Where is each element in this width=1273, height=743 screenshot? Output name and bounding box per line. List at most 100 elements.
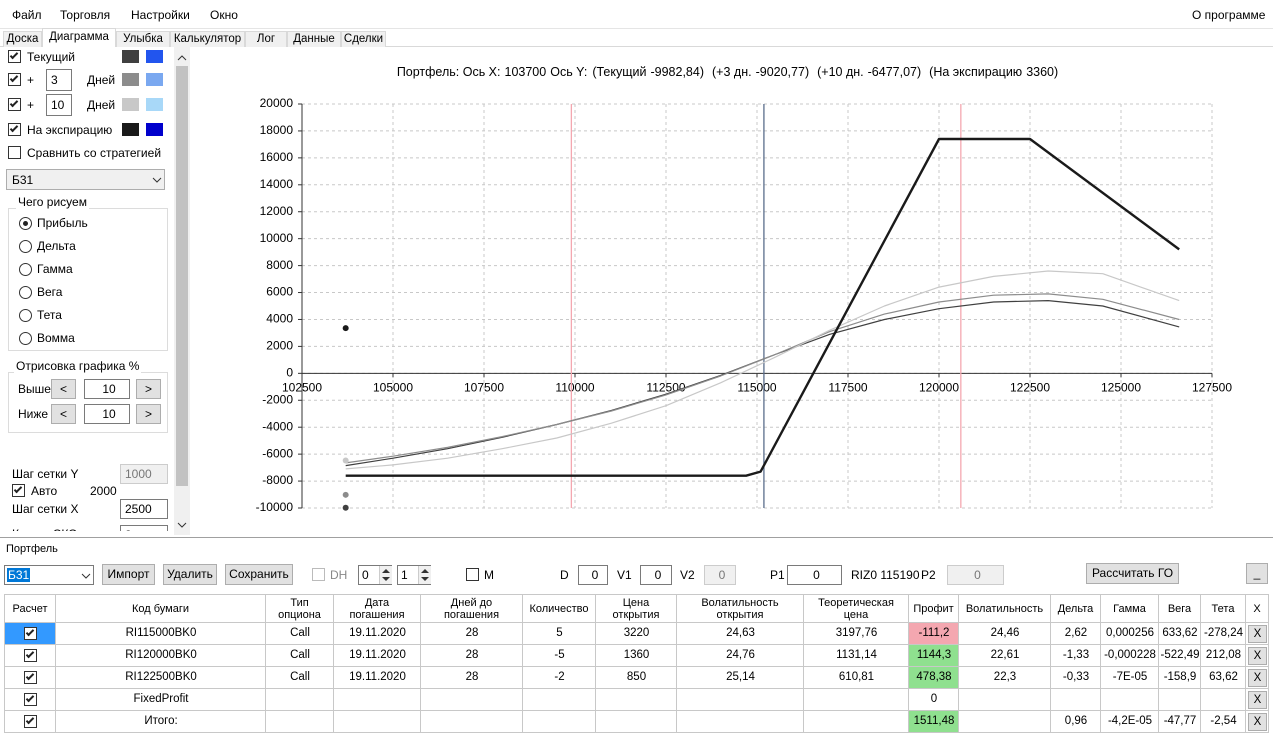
button[interactable]: >: [136, 379, 161, 399]
table-cell: -158,9: [1158, 666, 1201, 689]
table-cell: -0,000228: [1100, 644, 1159, 667]
header-cell: Тип опциона: [265, 594, 334, 623]
y-tick-label: -2000: [262, 392, 293, 406]
checkbox[interactable]: [23, 627, 37, 640]
text-input[interactable]: 0: [640, 565, 672, 585]
table-cell: [676, 710, 804, 733]
header-cell: Количество: [522, 594, 596, 623]
field-label: P2: [921, 568, 936, 582]
table-cell: Call: [265, 644, 334, 667]
spin-box[interactable]: 1: [397, 565, 431, 585]
text-input[interactable]: 0: [578, 565, 608, 585]
checkbox[interactable]: [466, 568, 479, 581]
menu-item[interactable]: Торговля: [60, 8, 111, 22]
button[interactable]: <: [51, 404, 76, 424]
table-cell: Итого:: [55, 710, 266, 733]
table-cell: [265, 688, 334, 711]
text-input[interactable]: 10: [84, 379, 130, 399]
dropdown-arrow: [177, 55, 187, 61]
checkbox[interactable]: [12, 484, 25, 497]
remove-button[interactable]: X: [1248, 713, 1267, 731]
remove-button[interactable]: X: [1248, 625, 1267, 643]
radio[interactable]: [19, 332, 32, 345]
table-cell: -7E-05: [1100, 666, 1159, 689]
color-swatch[interactable]: [146, 123, 163, 136]
header-cell: Дельта: [1050, 594, 1101, 623]
text-input[interactable]: 2500: [120, 499, 168, 519]
y-tick-label: 20000: [260, 96, 294, 110]
table-cell: [1158, 688, 1201, 711]
color-swatch[interactable]: [122, 98, 139, 111]
tab[interactable]: Сделки: [341, 31, 386, 47]
color-swatch[interactable]: [122, 123, 139, 136]
tab[interactable]: Калькулятор: [170, 31, 245, 47]
table-cell: -2,54: [1200, 710, 1246, 733]
checkbox[interactable]: [8, 123, 21, 136]
checkbox[interactable]: [8, 146, 21, 159]
title-part: ): [804, 65, 810, 79]
checkbox[interactable]: [23, 715, 37, 728]
check-mark: [25, 627, 34, 637]
text-input[interactable]: 3: [120, 525, 168, 531]
cell-text: -278,24: [1203, 627, 1243, 639]
text-input[interactable]: 0: [947, 565, 1004, 585]
tab[interactable]: Улыбка: [116, 31, 170, 47]
menu-item[interactable]: Окно: [210, 8, 238, 22]
tab[interactable]: Доска: [3, 31, 42, 47]
cell-text: 633,62: [1162, 627, 1198, 639]
color-swatch[interactable]: [122, 73, 139, 86]
remove-button[interactable]: X: [1248, 669, 1267, 687]
scroll-arrow[interactable]: [177, 522, 187, 528]
checkbox[interactable]: [312, 568, 325, 581]
text-input[interactable]: 0: [787, 565, 842, 585]
cursor-point: [342, 504, 349, 511]
radio[interactable]: [19, 263, 32, 276]
tab[interactable]: Лог: [245, 31, 287, 47]
text-input[interactable]: 10: [84, 404, 130, 424]
menu-item[interactable]: О программе: [1192, 8, 1266, 22]
text-input[interactable]: 0: [704, 565, 736, 585]
scroll-thumb[interactable]: [176, 66, 188, 486]
table-cell: -47,77: [1158, 710, 1201, 733]
group-title: Отрисовка графика %: [14, 359, 142, 373]
checkbox[interactable]: [8, 98, 21, 111]
table-cell: Call: [265, 622, 334, 645]
header-text: Тип: [290, 596, 309, 609]
spin-box[interactable]: 0: [358, 565, 392, 585]
radio[interactable]: [19, 240, 32, 253]
checkbox[interactable]: [23, 649, 37, 662]
button[interactable]: Удалить: [163, 564, 217, 585]
remove-button[interactable]: X: [1248, 647, 1267, 665]
tab[interactable]: Диаграмма: [42, 28, 116, 47]
remove-button[interactable]: X: [1248, 691, 1267, 709]
tab[interactable]: Данные: [287, 31, 341, 47]
text-input[interactable]: 3: [46, 69, 72, 91]
menu-item[interactable]: Настройки: [131, 8, 190, 22]
menu-item[interactable]: Файл: [12, 8, 42, 22]
button[interactable]: <: [51, 379, 76, 399]
table-cell: [4, 622, 56, 645]
radio[interactable]: [19, 309, 32, 322]
text-input[interactable]: 1000: [120, 464, 168, 484]
checkbox[interactable]: [23, 671, 37, 684]
button[interactable]: _: [1246, 563, 1268, 584]
radio[interactable]: [19, 217, 32, 230]
checkbox[interactable]: [8, 50, 21, 63]
button[interactable]: Импорт: [102, 564, 155, 585]
color-swatch[interactable]: [146, 73, 163, 86]
radio[interactable]: [19, 286, 32, 299]
color-swatch[interactable]: [146, 50, 163, 63]
title-part: Портфель: Ось X:: [396, 65, 501, 79]
color-swatch[interactable]: [122, 50, 139, 63]
button[interactable]: >: [136, 404, 161, 424]
text-input[interactable]: 10: [46, 94, 72, 116]
checkbox[interactable]: [8, 73, 21, 86]
button[interactable]: Сохранить: [225, 564, 293, 585]
checkbox[interactable]: [23, 693, 37, 706]
table-cell: X: [1245, 644, 1269, 667]
dropdown[interactable]: Б31: [4, 565, 94, 585]
color-swatch[interactable]: [146, 98, 163, 111]
cell-text: -1,33: [1062, 649, 1090, 661]
button[interactable]: Рассчитать ГО: [1086, 563, 1179, 584]
dropdown[interactable]: Б31: [6, 169, 165, 190]
